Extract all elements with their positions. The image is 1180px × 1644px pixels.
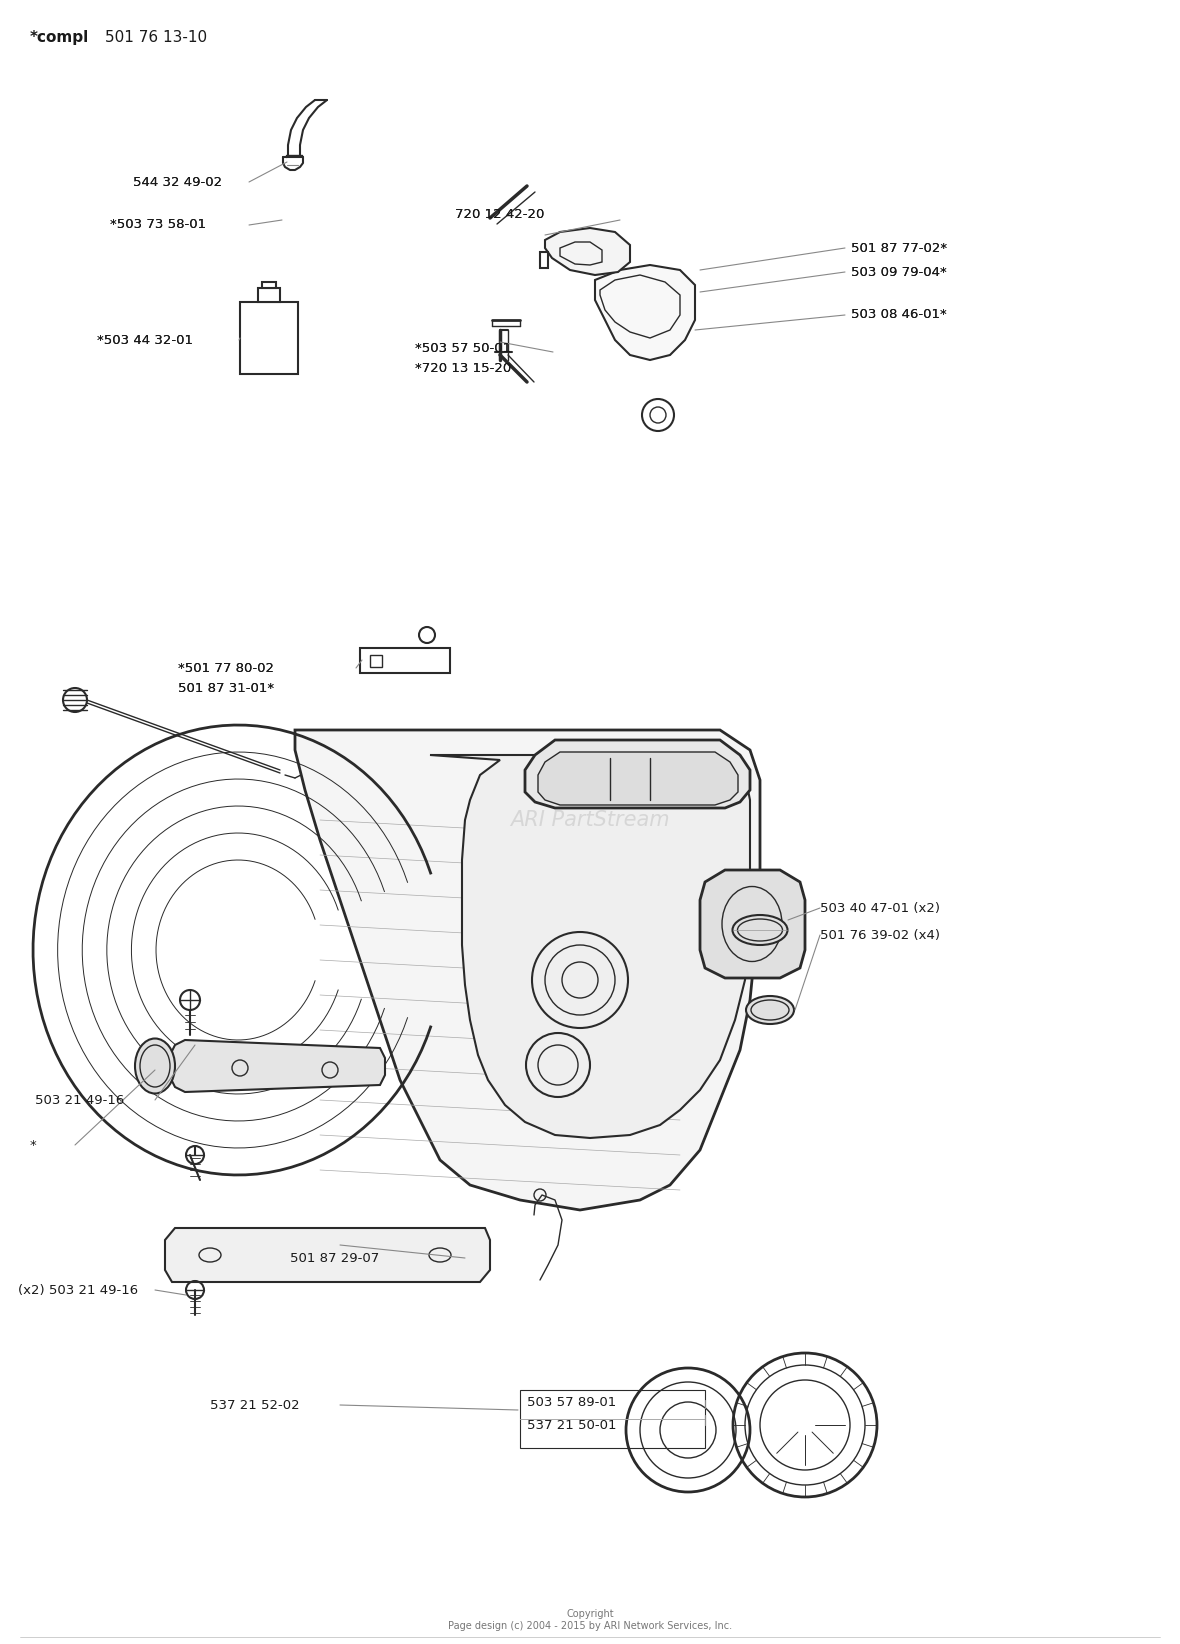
Text: *503 57 50-01: *503 57 50-01: [415, 342, 511, 355]
Text: 501 87 29-07: 501 87 29-07: [290, 1251, 379, 1264]
Bar: [360, 648, 450, 672]
Polygon shape: [430, 755, 750, 1138]
Text: 503 08 46-01*: 503 08 46-01*: [851, 309, 946, 322]
Text: 501 87 77-02*: 501 87 77-02*: [851, 242, 948, 255]
Polygon shape: [700, 870, 805, 978]
Text: 503 21 49-16: 503 21 49-16: [35, 1093, 124, 1106]
Text: *503 44 32-01: *503 44 32-01: [97, 334, 194, 347]
Ellipse shape: [135, 1039, 175, 1093]
Text: 503 40 47-01 (x2): 503 40 47-01 (x2): [820, 901, 940, 914]
Text: 720 12 42-20: 720 12 42-20: [455, 207, 544, 220]
Polygon shape: [595, 265, 695, 360]
Text: *503 73 58-01: *503 73 58-01: [110, 219, 206, 232]
Polygon shape: [538, 751, 738, 806]
Text: 503 09 79-04*: 503 09 79-04*: [851, 265, 946, 278]
Text: 544 32 49-02: 544 32 49-02: [133, 176, 222, 189]
Polygon shape: [525, 740, 750, 807]
Polygon shape: [170, 1041, 385, 1092]
Text: 544 32 49-02: 544 32 49-02: [133, 176, 222, 189]
Text: ARI PartStream: ARI PartStream: [510, 810, 670, 830]
Text: 537 21 50-01: 537 21 50-01: [527, 1419, 616, 1432]
Text: 501 76 13-10: 501 76 13-10: [105, 31, 208, 46]
Text: *720 13 15-20: *720 13 15-20: [415, 362, 511, 375]
Text: *compl: *compl: [30, 31, 90, 46]
Ellipse shape: [733, 916, 787, 945]
Text: *720 13 15-20: *720 13 15-20: [415, 362, 511, 375]
Text: *501 77 80-02: *501 77 80-02: [178, 661, 274, 674]
Text: *503 73 58-01: *503 73 58-01: [110, 219, 206, 232]
Text: *501 77 80-02: *501 77 80-02: [178, 661, 274, 674]
Text: 501 76 39-02 (x4): 501 76 39-02 (x4): [820, 929, 940, 942]
Text: Copyright
Page design (c) 2004 - 2015 by ARI Network Services, Inc.: Copyright Page design (c) 2004 - 2015 by…: [448, 1609, 732, 1631]
Polygon shape: [165, 1228, 490, 1282]
Bar: [520, 1389, 704, 1448]
Text: 720 12 42-20: 720 12 42-20: [455, 207, 544, 220]
Text: 503 57 89-01: 503 57 89-01: [527, 1396, 616, 1409]
Text: 503 09 79-04*: 503 09 79-04*: [851, 265, 946, 278]
Bar: [240, 302, 299, 373]
Text: 503 08 46-01*: 503 08 46-01*: [851, 309, 946, 322]
Bar: [371, 654, 382, 667]
Text: *: *: [30, 1139, 37, 1151]
Text: 537 21 52-02: 537 21 52-02: [210, 1399, 300, 1412]
Text: *503 44 32-01: *503 44 32-01: [97, 334, 194, 347]
Text: 501 87 31-01*: 501 87 31-01*: [178, 682, 274, 694]
Text: *503 57 50-01: *503 57 50-01: [415, 342, 511, 355]
Bar: [258, 288, 280, 302]
Text: 501 87 31-01*: 501 87 31-01*: [178, 682, 274, 694]
Polygon shape: [295, 730, 760, 1210]
Ellipse shape: [746, 996, 794, 1024]
Polygon shape: [540, 252, 548, 268]
Polygon shape: [545, 229, 630, 275]
Text: 501 87 77-02*: 501 87 77-02*: [851, 242, 948, 255]
Text: (x2) 503 21 49-16: (x2) 503 21 49-16: [18, 1284, 138, 1297]
Bar: [262, 283, 276, 288]
